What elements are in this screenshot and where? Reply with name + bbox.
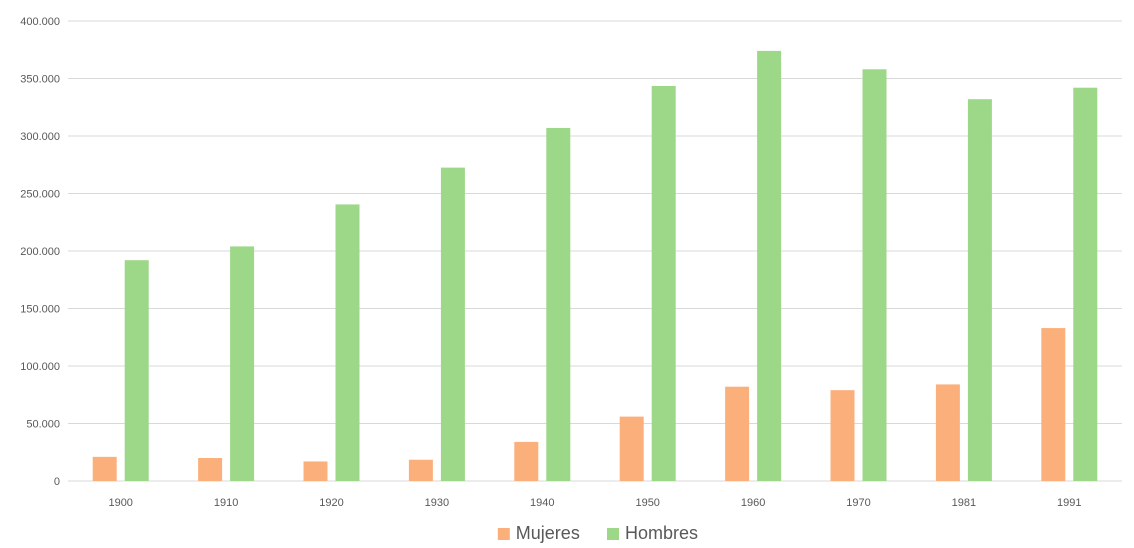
bar-mujeres-1950 [619,416,644,481]
bar-hombres-1960 [757,50,782,482]
x-tick-label: 1920 [319,497,343,509]
gridlines [68,20,1122,482]
x-tick-label: 1981 [952,497,976,509]
bar-hombres-1930 [440,167,465,481]
bar-hombres-1940 [546,127,571,481]
bar-hombres-1970 [862,69,887,482]
bar-hombres-1950 [651,85,676,481]
legend-swatch-mujeres [497,528,510,540]
y-tick-label: 250.000 [20,189,60,201]
bar-hombres-1991 [1073,87,1098,481]
legend-label-mujeres: Mujeres [516,523,580,543]
y-tick-label: 50.000 [26,419,60,431]
y-tick-label: 350.000 [20,74,60,86]
bars [92,50,1098,482]
x-tick-label: 1910 [214,497,238,509]
bar-mujeres-1940 [514,441,539,481]
bar-mujeres-1981 [935,384,960,481]
y-tick-label: 0 [54,476,60,488]
bar-mujeres-1920 [303,461,328,481]
y-axis-tick-labels: 0 50.000 100.000 150.000 200.000 250.000 300.0… [20,16,60,488]
x-tick-label: 1900 [108,497,132,509]
bar-mujeres-1960 [725,386,750,481]
bar-hombres-1910 [230,246,255,481]
y-tick-label: 300.000 [20,131,60,143]
legend-label-hombres: Hombres [625,523,698,543]
y-tick-label: 400.000 [20,16,60,28]
y-tick-label: 150.000 [20,304,60,316]
x-tick-label: 1950 [635,497,659,509]
bar-hombres-1981 [967,99,992,481]
x-tick-label: 1970 [846,497,870,509]
x-axis-tick-labels: 1900 1910 1920 1930 1940 1950 1960 1970 1981 1991 [108,497,1081,509]
bar-mujeres-1910 [198,458,223,481]
y-tick-label: 100.000 [20,361,60,373]
x-tick-label: 1930 [425,497,449,509]
bar-mujeres-1930 [408,459,433,481]
bar-mujeres-1970 [830,390,855,481]
x-tick-label: 1940 [530,497,554,509]
bar-hombres-1920 [335,204,360,482]
bar-mujeres-1991 [1041,328,1066,481]
bar-mujeres-1900 [92,456,117,481]
x-tick-label: 1960 [741,497,765,509]
legend: Mujeres Hombres [497,523,698,543]
legend-swatch-hombres [607,528,619,540]
x-tick-label: 1991 [1057,497,1081,509]
bar-hombres-1900 [124,260,149,481]
y-tick-label: 200.000 [20,246,60,258]
